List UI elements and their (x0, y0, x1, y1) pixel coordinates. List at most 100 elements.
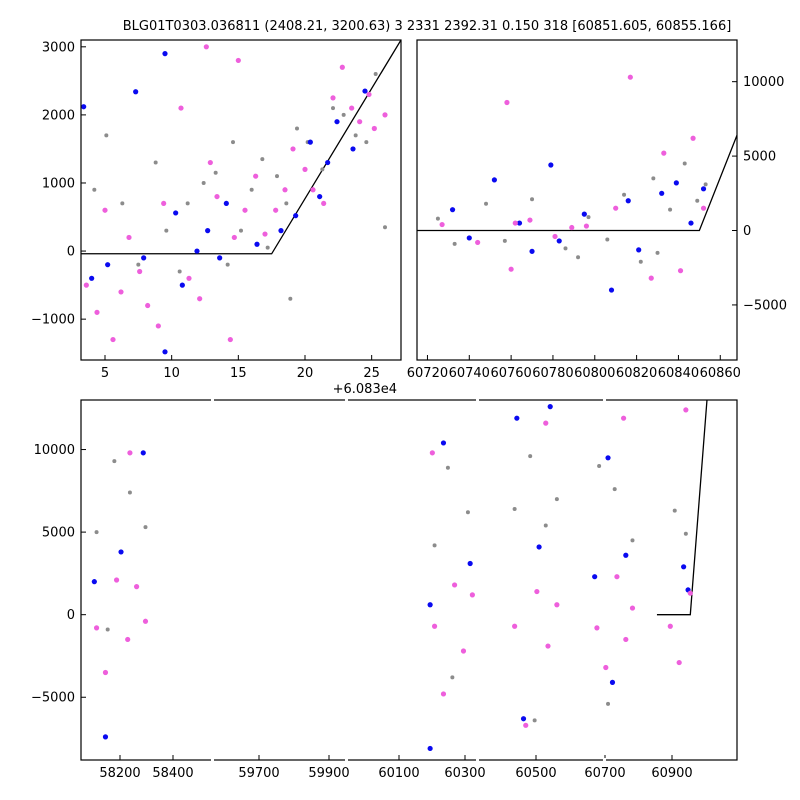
data-point-gray (622, 192, 627, 197)
data-point-pink (273, 207, 279, 213)
data-point-pink (113, 577, 120, 583)
x-tick-label: 60700 (584, 766, 625, 781)
data-point-gray (153, 160, 158, 165)
data-point-gray (530, 197, 535, 202)
chart-title: BLG01T0303.036811 (2408.21, 3200.63) 3 2… (123, 19, 732, 34)
data-point-pink (623, 636, 629, 643)
data-point-pink (310, 187, 316, 193)
data-point-blue (536, 544, 542, 550)
data-point-gray (353, 133, 358, 138)
panel-top-right: 60720 60740 60760 60780 60800 60820 60840 60860… (407, 39, 787, 381)
y-tick-label: −5000 (31, 691, 75, 706)
data-point-pink (282, 187, 288, 193)
data-point-blue (118, 549, 124, 555)
data-point-pink (554, 602, 560, 608)
data-point-blue (605, 455, 611, 461)
data-point-pink (214, 193, 220, 200)
axes-frame (80, 39, 402, 361)
data-point-pink (118, 289, 124, 295)
data-point-blue (491, 177, 497, 183)
x-tick-label: 15 (230, 366, 247, 381)
model-line (81, 40, 401, 255)
data-point-blue (636, 247, 642, 253)
data-point-pink (627, 74, 633, 80)
data-point-blue (91, 579, 97, 585)
axis-break (476, 398, 479, 402)
data-point-pink (125, 636, 131, 643)
data-point-pink (667, 623, 673, 629)
data-point-blue (514, 415, 520, 421)
data-point-gray (563, 246, 568, 251)
axis-break (211, 398, 214, 402)
data-point-gray (164, 228, 169, 233)
data-point-gray (703, 182, 708, 187)
data-point-pink (161, 200, 167, 207)
data-point-pink (235, 57, 241, 64)
data-point-gray (465, 510, 470, 515)
data-point-pink (512, 220, 518, 226)
data-point-pink (371, 125, 377, 132)
data-point-gray (484, 201, 489, 206)
data-point-gray (120, 201, 125, 206)
x-tick-label: 60800 (574, 366, 615, 381)
data-point-gray (260, 157, 265, 162)
data-point-pink (603, 664, 609, 671)
x-tick-label: 60900 (651, 766, 692, 781)
data-point-pink (178, 105, 184, 111)
data-point-pink (93, 625, 100, 631)
y-tick-label: 2000 (42, 108, 75, 123)
data-point-gray (112, 459, 117, 464)
data-point-blue (440, 440, 447, 446)
x-tick-label: 20 (297, 366, 314, 381)
data-point-gray (605, 237, 610, 242)
data-point-gray (586, 215, 591, 220)
data-point-gray (432, 543, 437, 548)
x-tick-label: 60780 (532, 366, 573, 381)
data-point-gray (249, 187, 254, 192)
data-point-gray (655, 250, 660, 255)
data-point-pink (460, 648, 467, 654)
data-point-blue (278, 228, 284, 234)
data-point-gray (364, 140, 369, 145)
data-point-gray (265, 245, 270, 250)
data-point-blue (466, 235, 472, 241)
data-point-gray (127, 490, 132, 495)
x-tick-label: 60300 (444, 766, 485, 781)
axis-break (603, 758, 606, 762)
data-point-blue (81, 104, 87, 110)
data-point-gray (341, 112, 346, 117)
data-point-pink (545, 643, 551, 649)
data-point-blue (556, 238, 562, 244)
data-point-blue (467, 560, 473, 567)
data-point-pink (137, 268, 143, 275)
data-point-pink (339, 64, 345, 70)
data-point-blue (334, 119, 340, 125)
axis-break (345, 398, 348, 402)
data-point-pink (330, 95, 336, 101)
data-point-pink (207, 159, 213, 166)
data-point-pink (302, 166, 308, 172)
data-point-blue (681, 564, 687, 570)
data-point-blue (179, 282, 185, 288)
data-point-pink (504, 99, 510, 106)
data-point-blue (581, 211, 587, 217)
axis-break (211, 758, 214, 762)
data-point-gray (288, 296, 293, 301)
data-point-gray (435, 216, 440, 221)
data-point-blue (217, 255, 223, 261)
data-point-blue (449, 207, 456, 213)
data-point-gray (284, 201, 289, 206)
data-point-gray (695, 198, 700, 203)
data-point-gray (528, 454, 533, 459)
data-point-pink (127, 450, 133, 456)
data-point-gray (94, 530, 99, 535)
data-point-blue (89, 275, 95, 281)
x-tick-label: 60100 (378, 766, 419, 781)
data-point-pink (594, 625, 600, 631)
x-tick-label: 60840 (658, 366, 699, 381)
data-point-gray (105, 627, 110, 632)
data-point-pink (142, 618, 149, 624)
data-point-blue (141, 255, 147, 261)
model-line (417, 135, 737, 232)
x-tick-label: 60820 (616, 366, 657, 381)
